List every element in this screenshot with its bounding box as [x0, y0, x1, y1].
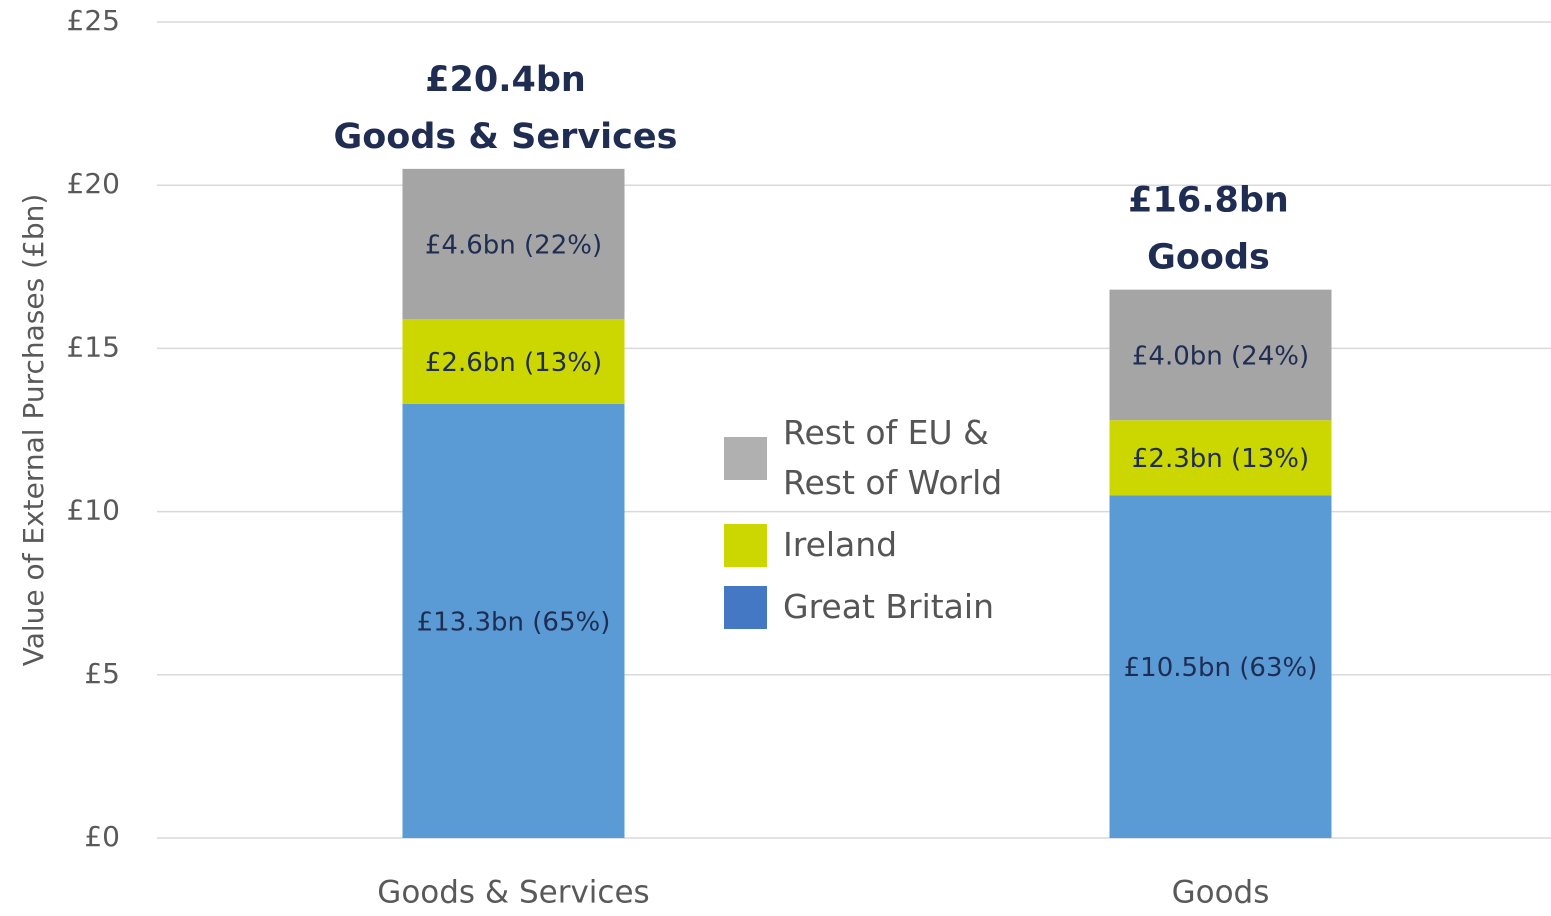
legend-swatch: [724, 585, 767, 629]
legend-label: Rest of EU & Rest of World: [783, 413, 1003, 502]
y-tick-label: £25: [67, 4, 120, 37]
y-tick-label: £20: [67, 167, 120, 200]
data-label: £10.5bn (63%): [1124, 653, 1318, 683]
legend-swatch: [724, 436, 767, 480]
legend-item: Ireland: [724, 520, 1024, 570]
y-axis-label: Value of External Purchases (£bn): [17, 194, 50, 667]
data-label: £2.3bn (13%): [1132, 444, 1309, 474]
y-tick-label: £10: [67, 494, 120, 527]
bar-segment: [402, 168, 625, 320]
legend: Rest of EU & Rest of World Ireland Great B…: [724, 408, 1024, 644]
legend-item: Great Britain: [724, 582, 1024, 632]
legend-label: Ireland: [783, 525, 898, 564]
x-tick-label: Goods: [1172, 875, 1270, 911]
total-annotation: Goods: [1147, 238, 1270, 278]
legend-item: Rest of EU & Rest of World: [724, 408, 1024, 508]
legend-label: Great Britain: [783, 587, 994, 626]
y-tick-label: £0: [84, 820, 120, 853]
total-annotation: £16.8bn: [1128, 181, 1289, 221]
bar-segment: [402, 403, 625, 838]
x-tick-label: Goods & Services: [377, 875, 649, 911]
y-tick-label: £15: [67, 330, 120, 363]
bar-segment: [402, 319, 625, 404]
data-label: £4.6bn (22%): [425, 230, 602, 260]
legend-swatch: [724, 523, 767, 567]
bar-segment: [1109, 420, 1332, 496]
total-annotation: £20.4bn: [425, 60, 586, 100]
bar-segment: [1109, 289, 1332, 421]
data-label: £13.3bn (65%): [417, 607, 611, 637]
data-label: £4.0bn (24%): [1132, 341, 1309, 371]
data-label: £2.6bn (13%): [425, 348, 602, 378]
y-tick-label: £5: [84, 657, 120, 690]
bar-segment: [1109, 495, 1332, 838]
total-annotation: Goods & Services: [334, 117, 678, 157]
